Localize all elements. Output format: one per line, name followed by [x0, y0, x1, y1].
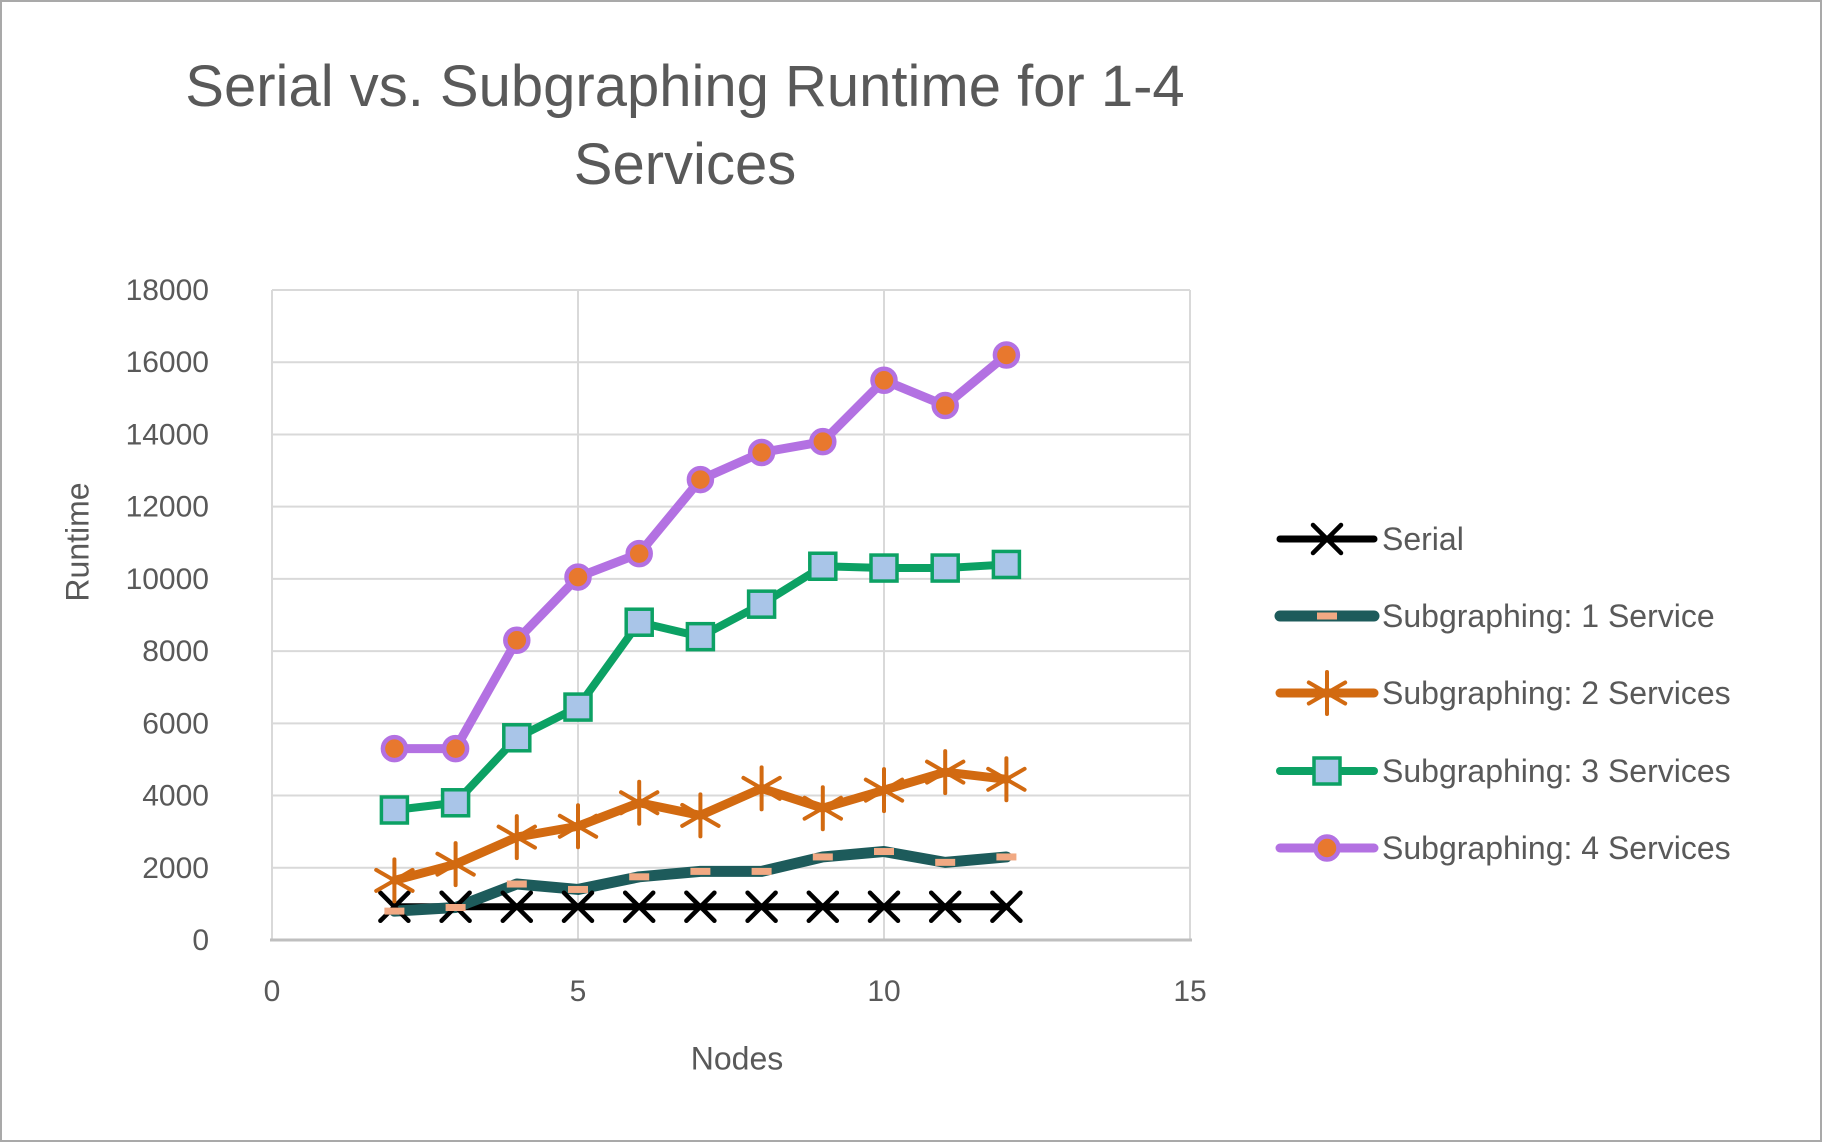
- asterisk-marker: [863, 777, 905, 803]
- x-tick-label: 10: [867, 975, 900, 1008]
- asterisk-marker: [496, 824, 537, 850]
- chart-title-line2: Services: [573, 132, 797, 197]
- dash-marker: [812, 853, 833, 861]
- x-marker: [1310, 522, 1344, 556]
- circle-marker: [625, 539, 653, 568]
- asterisk-marker: [435, 851, 476, 877]
- square-marker: [1312, 756, 1342, 786]
- circle-marker: [564, 563, 592, 591]
- y-tick-label: 16000: [126, 346, 209, 379]
- asterisk-marker: [986, 766, 1027, 792]
- x-axis-title: Nodes: [690, 1040, 784, 1077]
- chart-title-line1: Serial vs. Subgraphing Runtime for 1-4: [185, 54, 1185, 119]
- circle-marker: [441, 734, 470, 763]
- asterisk-marker: [619, 790, 660, 816]
- dash-marker: [629, 873, 650, 881]
- square-marker: [930, 553, 960, 583]
- asterisk-marker: [557, 813, 599, 839]
- dash-marker: [935, 858, 956, 866]
- asterisk-marker: [925, 759, 966, 785]
- y-tick-label: 0: [192, 924, 209, 957]
- dash-marker: [690, 867, 711, 875]
- y-tick-label: 12000: [126, 491, 209, 524]
- legend-label: Subgraphing: 2 Services: [1382, 675, 1731, 711]
- square-marker: [502, 723, 532, 753]
- legend-label: Subgraphing: 1 Service: [1382, 598, 1715, 634]
- circle-marker: [992, 341, 1021, 369]
- circle-marker: [931, 391, 959, 420]
- square-marker: [808, 551, 838, 581]
- asterisk-marker: [741, 775, 782, 801]
- y-tick-label: 10000: [126, 563, 209, 596]
- square-marker: [563, 692, 593, 722]
- legend-label: Subgraphing: 3 Services: [1382, 753, 1731, 789]
- dash-marker: [568, 885, 588, 893]
- x-marker: [745, 890, 778, 924]
- dash-marker: [751, 867, 772, 875]
- dash-marker: [384, 907, 405, 915]
- x-marker: [867, 890, 901, 924]
- asterisk-marker: [374, 867, 415, 893]
- x-marker: [561, 890, 595, 924]
- square-marker: [440, 788, 471, 818]
- y-tick-label: 18000: [126, 274, 209, 307]
- dash-marker: [996, 853, 1017, 861]
- square-marker: [746, 589, 777, 619]
- x-marker: [806, 890, 840, 924]
- asterisk-marker: [802, 795, 843, 821]
- chart-title: Serial vs. Subgraphing Runtime for 1-4 S…: [125, 48, 1245, 204]
- y-tick-label: 6000: [142, 707, 209, 740]
- asterisk-marker: [680, 802, 721, 828]
- x-marker: [990, 890, 1023, 924]
- legend-label: Serial: [1382, 521, 1464, 557]
- circle-marker: [503, 626, 531, 655]
- circle-marker: [380, 734, 409, 763]
- legend-label: Subgraphing: 4 Services: [1382, 830, 1731, 866]
- x-marker: [500, 890, 534, 924]
- x-marker: [622, 890, 656, 924]
- circle-marker: [686, 465, 715, 494]
- x-tick-label: 0: [264, 975, 281, 1008]
- x-tick-label: 5: [570, 975, 587, 1008]
- dash-marker: [506, 880, 527, 888]
- circle-marker: [747, 438, 776, 467]
- square-marker: [869, 553, 899, 583]
- dash-marker: [445, 904, 466, 911]
- y-tick-label: 2000: [142, 852, 209, 885]
- dash-marker: [1317, 612, 1337, 620]
- y-tick-label: 4000: [142, 780, 209, 813]
- square-marker: [624, 607, 654, 637]
- asterisk-marker: [1306, 680, 1348, 706]
- dash-marker: [874, 848, 894, 856]
- circle-marker: [1313, 834, 1341, 862]
- x-marker: [378, 890, 411, 924]
- y-tick-label: 14000: [126, 418, 209, 451]
- square-marker: [991, 549, 1022, 580]
- series-line-subgraphing-1-service: [388, 846, 1012, 917]
- circle-marker: [809, 427, 837, 456]
- square-marker: [379, 795, 410, 825]
- x-tick-label: 15: [1173, 975, 1206, 1008]
- x-marker: [684, 890, 717, 924]
- circle-marker: [870, 366, 898, 395]
- y-tick-label: 8000: [142, 635, 209, 668]
- series-line-subgraphing-4-services: [389, 350, 1011, 754]
- x-marker: [928, 890, 962, 924]
- square-marker: [685, 621, 716, 652]
